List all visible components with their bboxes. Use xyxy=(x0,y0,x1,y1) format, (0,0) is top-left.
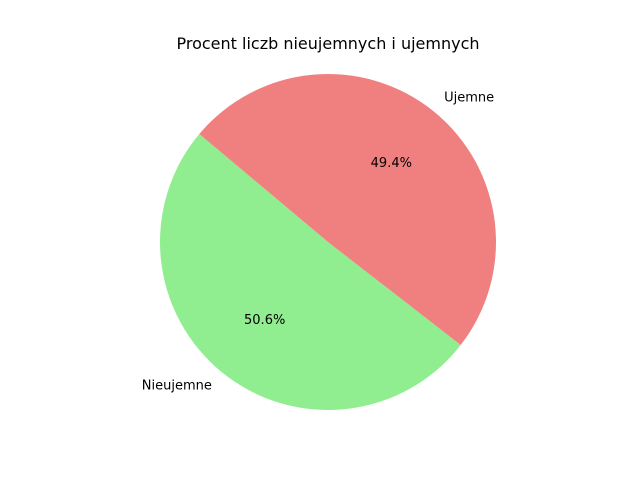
pie-slices xyxy=(159,74,496,411)
chart-title: Procent liczb nieujemnych i ujemnych xyxy=(176,34,479,53)
percent-label-ujemne: 49.4% xyxy=(371,156,412,171)
pie-labels: Nieujemne 50.6% Ujemne 49.4% xyxy=(142,91,494,394)
percent-label-nieujemne: 50.6% xyxy=(244,313,285,328)
slice-label-nieujemne: Nieujemne xyxy=(142,378,212,393)
pie-slice-ujemne xyxy=(199,74,496,346)
pie-slice-nieujemne xyxy=(159,134,461,411)
slice-label-ujemne: Ujemne xyxy=(444,91,494,106)
